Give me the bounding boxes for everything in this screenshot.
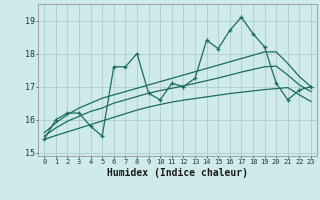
X-axis label: Humidex (Indice chaleur): Humidex (Indice chaleur) (107, 168, 248, 178)
